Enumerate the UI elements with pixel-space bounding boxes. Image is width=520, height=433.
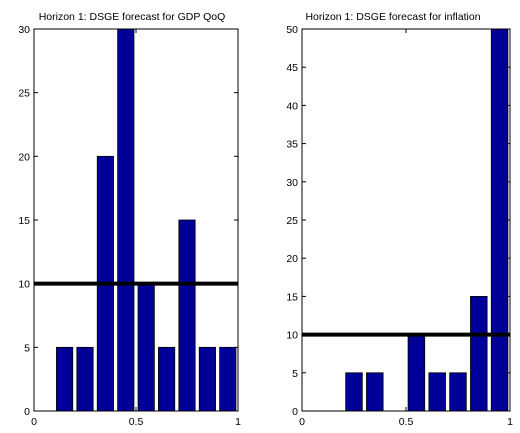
gdp-forecast-histogram: Horizon 1: DSGE forecast for GDP QoQ 0 5 1… — [18, 11, 241, 428]
y-tick-label: 45 — [286, 62, 298, 74]
y-tick-label: 20 — [18, 151, 30, 163]
histogram-bar — [118, 29, 134, 411]
histogram-bar — [220, 347, 236, 411]
y-tick-label: 0 — [292, 406, 298, 418]
histogram-bar — [366, 373, 383, 411]
y-tick-label: 5 — [292, 368, 298, 380]
x-tick-label: 1 — [507, 416, 513, 428]
histogram-bar — [491, 29, 508, 411]
y-tick-label: 50 — [286, 24, 298, 36]
x-tick-label: 0 — [31, 416, 37, 428]
y-tick-label: 35 — [286, 139, 298, 151]
y-tick-label: 5 — [24, 342, 30, 354]
x-tick-label: 0 — [299, 416, 305, 428]
x-tick-label: 0.5 — [129, 416, 144, 428]
histogram-bar — [346, 373, 363, 411]
histogram-bar — [199, 347, 215, 411]
y-tick-label: 0 — [24, 406, 30, 418]
y-tick-label: 30 — [18, 24, 30, 36]
histogram-bar — [470, 296, 487, 411]
histogram-bar — [450, 373, 467, 411]
y-tick-label: 10 — [286, 330, 298, 342]
y-tick-label: 40 — [286, 100, 298, 112]
inflation-forecast-histogram: Horizon 1: DSGE forecast for inflation 0… — [286, 11, 513, 428]
histogram-bar — [138, 284, 154, 411]
chart-title: Horizon 1: DSGE forecast for inflation — [305, 11, 480, 23]
chart-title: Horizon 1: DSGE forecast for GDP QoQ — [39, 11, 226, 23]
histogram-bar — [429, 373, 446, 411]
x-tick-label: 0.5 — [399, 416, 414, 428]
y-tick-label: 15 — [286, 291, 298, 303]
y-tick-label: 10 — [18, 279, 30, 291]
histogram-bar — [408, 335, 425, 411]
histogram-bar — [77, 347, 93, 411]
histogram-bar — [179, 220, 195, 411]
histogram-bar — [158, 347, 174, 411]
y-tick-label: 25 — [18, 88, 30, 100]
y-tick-label: 20 — [286, 253, 298, 265]
y-tick-label: 30 — [286, 177, 298, 189]
histogram-bar — [56, 347, 72, 411]
y-tick-label: 15 — [18, 215, 30, 227]
x-tick-label: 1 — [235, 416, 241, 428]
y-tick-label: 25 — [286, 215, 298, 227]
